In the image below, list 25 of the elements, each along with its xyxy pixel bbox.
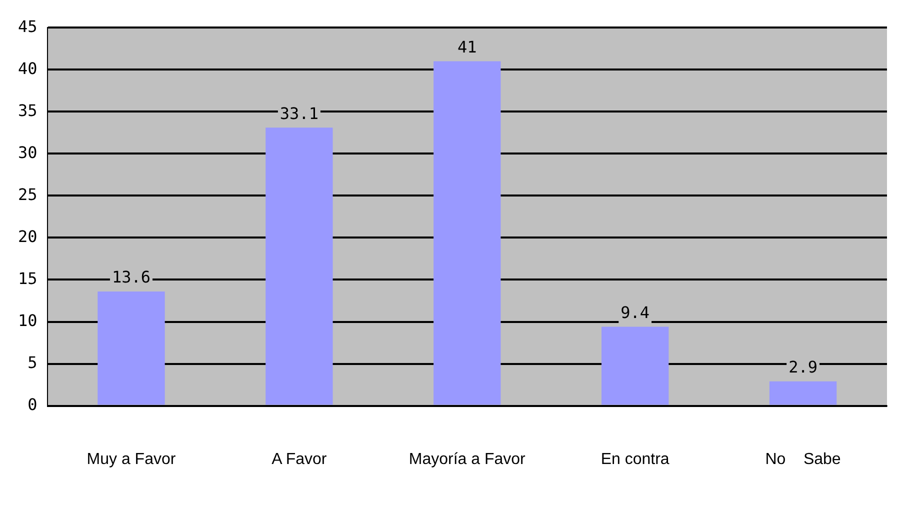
bar <box>266 128 333 405</box>
data-label: 33.1 <box>280 104 318 123</box>
y-tick-label: 35 <box>18 100 38 120</box>
y-tick-label: 15 <box>18 268 38 288</box>
x-tick-label: No Sabe <box>765 450 841 468</box>
data-label: 2.9 <box>788 358 818 377</box>
bar <box>769 381 837 405</box>
x-tick-label: A Favor <box>272 450 328 468</box>
bar <box>98 292 165 405</box>
y-tick-label: 0 <box>28 394 38 414</box>
y-tick-label: 20 <box>18 226 38 246</box>
x-tick-label: Muy a Favor <box>86 450 176 468</box>
bar <box>434 61 501 405</box>
y-tick-label: 25 <box>18 184 38 204</box>
y-tick-label: 10 <box>18 310 38 330</box>
y-tick-label: 40 <box>18 58 38 78</box>
bar <box>601 326 669 405</box>
data-label: 41 <box>458 37 477 56</box>
y-tick-label: 45 <box>18 16 38 36</box>
data-label: 9.4 <box>620 302 650 322</box>
x-tick-label: Mayoría a Favor <box>408 450 526 468</box>
y-tick-label: 30 <box>18 142 38 162</box>
data-label: 13.6 <box>112 268 151 287</box>
x-tick-label: En contra <box>600 450 670 468</box>
y-tick-label: 5 <box>28 352 38 372</box>
